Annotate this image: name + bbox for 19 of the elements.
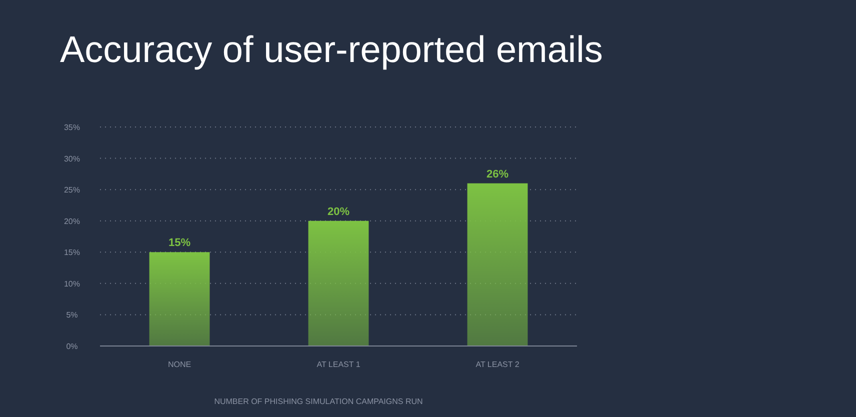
y-tick-label: 20% bbox=[64, 216, 80, 226]
y-tick-label: 30% bbox=[64, 154, 80, 164]
data-label: 20% bbox=[327, 206, 350, 218]
x-tick-label: NONE bbox=[168, 360, 192, 369]
data-label: 26% bbox=[486, 168, 509, 180]
bar bbox=[467, 183, 528, 346]
y-tick-label: 15% bbox=[64, 248, 80, 258]
y-tick-label: 10% bbox=[64, 279, 80, 288]
x-tick-label: AT LEAST 2 bbox=[476, 360, 520, 369]
y-tick-label: 25% bbox=[64, 186, 80, 195]
bar bbox=[149, 252, 210, 346]
y-tick-label: 35% bbox=[64, 123, 80, 132]
x-axis-title: NUMBER OF PHISHING SIMULATION CAMPAIGNS RUN bbox=[214, 397, 424, 406]
y-tick-label: 0% bbox=[66, 342, 78, 351]
data-label: 15% bbox=[168, 237, 191, 250]
y-tick-label: 5% bbox=[66, 310, 78, 320]
x-tick-label: AT LEAST 1 bbox=[316, 360, 361, 369]
chart-title: Accuracy of user-reported emails bbox=[60, 29, 603, 70]
bar bbox=[308, 220, 369, 346]
